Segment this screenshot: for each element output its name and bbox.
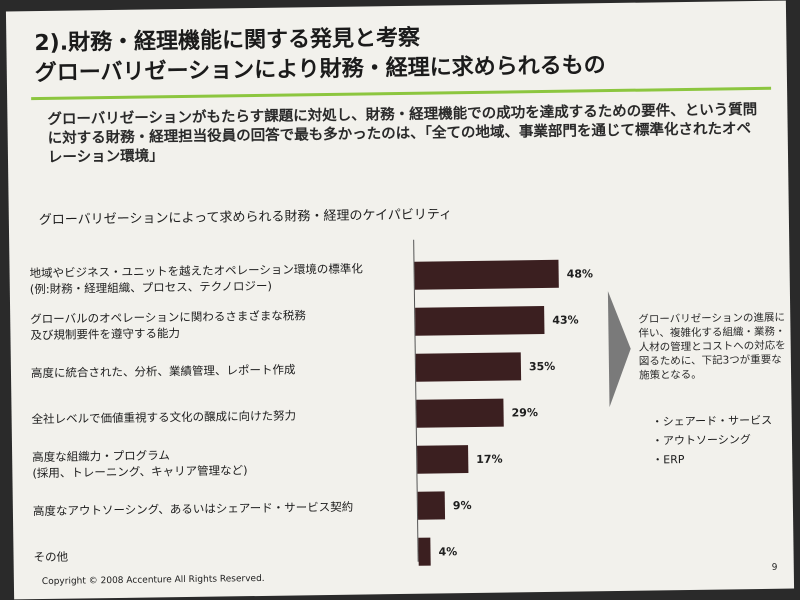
bar-value-label: 4% [438,545,458,559]
bar-value-label: 48% [566,267,594,281]
bar-value-label: 35% [528,359,556,374]
category-label: 高度なアウトソーシング、あるいはシェアード・サービス契約 [32,499,354,519]
bar [417,445,469,474]
side-note: グローバリゼーションの進展に伴い、複雑化する組織・業務・人材の管理とコストへの対… [638,311,786,382]
bar [414,259,559,290]
category-label: 全社レベルで価値重視する文化の醸成に向けた努力 [31,408,297,427]
page-number: 9 [771,562,778,573]
category-label: 高度な組織力・プログラム (採用、トレーニング、キャリア管理など) [32,448,248,481]
copyright-footer: Copyright © 2008 Accenture All Rights Re… [41,573,265,588]
side-list-item: アウトソーシング [652,430,792,451]
category-label: グローバルのオペレーションに関わるさまざまな税務 及び規制要件を遵守する能力 [30,308,306,343]
side-list-item: シェアード・サービス [652,411,792,432]
bar-value-label: 43% [552,313,579,327]
chart-title: グローバリゼーションによって求められる財務・経理のケイパビリティ [38,207,453,229]
category-label: 地域やビジネス・ユニットを越えたオペレーション環境の標準化 (例:財務・経理組織、… [29,261,363,297]
bar-value-label: 29% [511,406,539,420]
slide-title: 2).財務・経理機能に関する発見と考察 グローバリゼーションにより財務・経理に求… [34,19,755,89]
title-underline [31,86,772,101]
bar-value-label: 17% [476,452,503,466]
bar-chart: 地域やビジネス・ユニットを越えたオペレーション環境の標準化 (例:財務・経理組織、… [9,231,794,572]
category-label: その他 [33,549,69,565]
lead-text: グローバリゼーションがもたらす課題に対処し、財務・経理機能での成功を達成するため… [47,101,758,166]
bar-value-label: 9% [452,499,472,513]
bar [415,305,545,336]
category-label: 高度に統合された、分析、業績管理、レポート作成 [30,362,296,381]
arrow-right-icon [607,290,632,408]
bar [418,537,431,566]
bar [415,352,522,382]
slide: 2).財務・経理機能に関する発見と考察 グローバリゼーションにより財務・経理に求… [5,0,795,600]
side-list-item: ERP [652,449,792,470]
bar [417,491,446,520]
bar [416,398,504,428]
side-measures-list: シェアード・サービスアウトソーシングERP [652,411,793,470]
